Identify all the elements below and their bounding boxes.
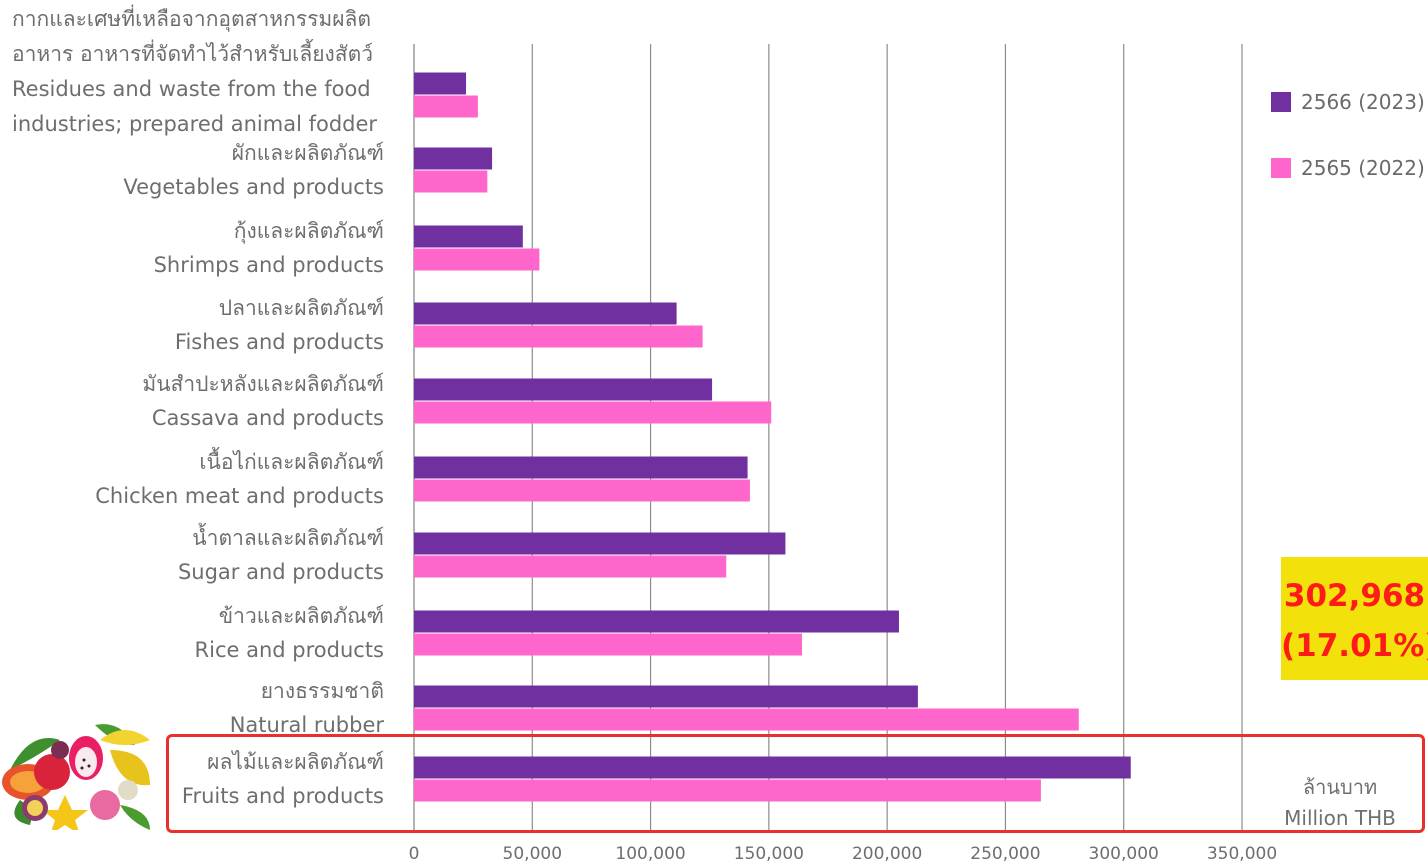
bar-2022-cat-8: [414, 708, 1079, 731]
legend-swatch-2022: [1271, 158, 1291, 178]
bar-2023-cat-1: [414, 147, 493, 170]
bar-2022-cat-0: [414, 95, 478, 118]
category-label-3-line-0: ปลาและผลิตภัณฑ์: [218, 296, 384, 320]
category-label-0: กากและเศษที่เหลือจากอุตสาหกรรมผลิตอาหาร …: [12, 2, 392, 142]
x-tick-label-4: 200,000: [852, 844, 922, 864]
x-tick-label-0: 0: [409, 844, 420, 864]
bar-2022-cat-3: [414, 325, 703, 348]
category-label-7: ข้าวและผลิตภัณฑ์ Rice and products: [4, 599, 384, 667]
category-label-1-line-1: Vegetables and products: [123, 175, 384, 199]
x-tick-label-7: 350,000: [1207, 844, 1277, 864]
category-label-9-line-1: Fruits and products: [181, 784, 384, 808]
bar-2022-cat-2: [414, 248, 540, 271]
bar-2023-cat-6: [414, 532, 786, 555]
category-label-7-line-1: Rice and products: [194, 638, 384, 662]
bar-2023-cat-2: [414, 225, 523, 248]
highlight-value: 302,968: [1283, 578, 1426, 614]
bar-2023-cat-5: [414, 456, 748, 479]
category-label-9: ผลไม้และผลิตภัณฑ์ Fruits and products: [4, 745, 384, 813]
highlight-value-box: 302,968 (17.01%): [1281, 557, 1428, 680]
category-label-4-line-0: มันสำปะหลังและผลิตภัณฑ์: [142, 372, 384, 396]
category-label-5-line-1: Chicken meat and products: [95, 484, 384, 508]
category-label-0-line-0: กากและเศษที่เหลือจากอุตสาหกรรมผลิต: [12, 7, 372, 31]
bar-2022-cat-5: [414, 479, 750, 502]
bar-2023-cat-0: [414, 72, 467, 95]
category-label-6-line-1: Sugar and products: [177, 560, 384, 584]
legend-item-2023: 2566 (2023): [1271, 90, 1425, 114]
category-label-0-line-2: Residues and waste from the food: [12, 77, 371, 101]
category-label-8-line-0: ยางธรรมชาติ: [260, 679, 384, 703]
unit-label: ล้านบาท Million THB: [1260, 772, 1420, 834]
category-label-1-line-0: ผักและผลิตภัณฑ์: [231, 141, 384, 165]
bar-2023-cat-3: [414, 302, 677, 325]
legend-label-2023: 2566 (2023): [1301, 90, 1425, 114]
bar-2022-cat-6: [414, 555, 727, 578]
bar-2023-cat-8: [414, 685, 918, 708]
category-label-2: กุ้งและผลิตภัณฑ์ Shrimps and products: [4, 214, 384, 282]
category-label-1: ผักและผลิตภัณฑ์ Vegetables and products: [4, 136, 384, 204]
highlight-share: (17.01%): [1281, 628, 1428, 664]
category-label-0-line-3: industries; prepared animal fodder: [12, 112, 378, 136]
x-tick-label-1: 50,000: [503, 844, 562, 864]
category-label-7-line-0: ข้าวและผลิตภัณฑ์: [218, 604, 384, 628]
category-label-6-line-0: น้ำตาลและผลิตภัณฑ์: [192, 526, 384, 550]
category-label-5: เนื้อไก่และผลิตภัณฑ์ Chicken meat and pro…: [4, 445, 384, 513]
category-label-8-line-1: Natural rubber: [229, 713, 384, 737]
bar-2022-cat-1: [414, 170, 488, 193]
bar-2022-cat-9: [414, 779, 1041, 802]
category-label-2-line-1: Shrimps and products: [153, 253, 384, 277]
category-label-2-line-0: กุ้งและผลิตภัณฑ์: [233, 219, 384, 243]
category-label-9-line-0: ผลไม้และผลิตภัณฑ์: [207, 750, 384, 774]
category-label-3: ปลาและผลิตภัณฑ์ Fishes and products: [4, 291, 384, 359]
x-tick-label-3: 150,000: [734, 844, 804, 864]
category-label-4: มันสำปะหลังและผลิตภัณฑ์ Cassava and produ…: [4, 367, 384, 435]
bar-2022-cat-7: [414, 633, 802, 656]
legend-swatch-2023: [1271, 92, 1291, 112]
category-label-5-line-0: เนื้อไก่และผลิตภัณฑ์: [199, 450, 384, 474]
legend-item-2022: 2565 (2022): [1271, 156, 1425, 180]
category-label-0-line-1: อาหาร อาหารที่จัดทำไว้สำหรับเลี้ยงสัตว์: [12, 42, 373, 66]
highlight-frame-fruits: [166, 734, 1425, 833]
x-tick-label-6: 300,000: [1089, 844, 1159, 864]
category-label-6: น้ำตาลและผลิตภัณฑ์ Sugar and products: [4, 521, 384, 589]
unit-label-english: Million THB: [1284, 806, 1396, 830]
fruit-basket-icon: [2, 724, 150, 830]
category-label-8: ยางธรรมชาติ Natural rubber: [4, 674, 384, 742]
category-label-3-line-1: Fishes and products: [174, 330, 384, 354]
bar-2023-cat-7: [414, 610, 899, 633]
bar-2023-cat-4: [414, 378, 713, 401]
bar-2022-cat-4: [414, 401, 772, 424]
unit-label-thai: ล้านบาท: [1302, 775, 1378, 799]
x-tick-label-2: 100,000: [615, 844, 685, 864]
category-label-4-line-1: Cassava and products: [151, 406, 384, 430]
bar-2023-cat-9: [414, 756, 1131, 779]
legend-label-2022: 2565 (2022): [1301, 156, 1425, 180]
x-tick-label-5: 250,000: [970, 844, 1040, 864]
